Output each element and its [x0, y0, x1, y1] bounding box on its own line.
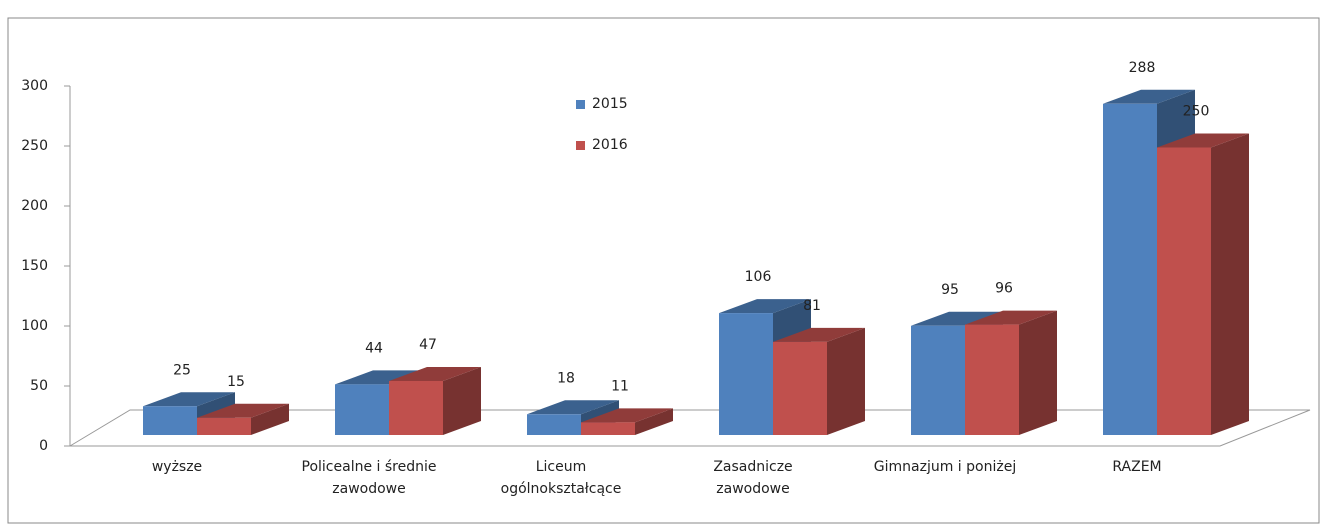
bar-side: [635, 408, 673, 435]
bar-top: [773, 327, 865, 342]
x-tick-label: Zasadnicze zawodowe: [713, 459, 792, 497]
bar-front: [719, 313, 773, 435]
y-tick-label: 200: [21, 198, 48, 214]
bar-side: [1019, 310, 1057, 435]
bar: [581, 408, 673, 435]
bar-top: [389, 366, 481, 381]
x-tick-label-line: zawodowe: [716, 481, 789, 497]
bar-top: [335, 370, 427, 385]
chart-border: [7, 17, 1320, 524]
bar-top: [197, 403, 289, 418]
bar-front: [197, 417, 251, 435]
x-tick-label-line: Policealne i średnie: [302, 459, 437, 475]
y-tick-label: 300: [21, 78, 48, 94]
legend-label: 2016: [592, 137, 628, 153]
bar-side: [251, 403, 289, 435]
value-label: 250: [1183, 104, 1210, 120]
x-tick-label-line: ogólnokształcące: [501, 481, 622, 497]
value-label: 25: [173, 362, 191, 378]
x-tick-label-line: zawodowe: [332, 481, 405, 497]
bar-side: [443, 366, 481, 435]
x-tick-label: RAZEM: [1112, 459, 1161, 475]
bar-top: [965, 310, 1057, 325]
bar-front: [527, 414, 581, 435]
bar: [197, 403, 289, 435]
y-tick-label: 250: [21, 138, 48, 154]
bar: [1157, 133, 1249, 435]
y-tick-label: 100: [21, 318, 48, 334]
x-tick-label-line: Zasadnicze: [713, 459, 792, 475]
bar-front: [965, 324, 1019, 435]
bar-side: [827, 327, 865, 435]
x-tick-label: Gimnazjum i poniżej: [874, 459, 1016, 475]
value-label: 96: [995, 281, 1013, 297]
bar-front: [1103, 103, 1157, 436]
y-tick-label: 0: [39, 438, 48, 454]
bar: [389, 366, 481, 435]
bar-front: [773, 341, 827, 435]
value-label: 106: [745, 269, 772, 285]
x-tick-label: Liceum ogólnokształcące: [501, 459, 622, 497]
bar-front: [581, 422, 635, 435]
legend-label: 2015: [592, 96, 628, 112]
x-tick-label-line: Liceum: [536, 459, 587, 475]
value-label: 11: [611, 378, 629, 394]
bar-top: [143, 392, 235, 407]
value-label: 47: [419, 337, 437, 353]
floor: [68, 409, 1311, 447]
bar-top: [1103, 89, 1195, 104]
bar: [965, 310, 1057, 435]
bar-top: [1157, 133, 1249, 148]
bar-top: [911, 311, 1003, 326]
x-tick-label: wyższe: [152, 459, 202, 475]
value-label: 81: [803, 298, 821, 314]
bar-front: [389, 380, 443, 435]
bar-top: [527, 400, 619, 415]
bar-front: [1157, 147, 1211, 435]
bar-front: [143, 406, 197, 435]
value-label: 18: [557, 370, 575, 386]
bar-front: [335, 384, 389, 435]
bar-top: [719, 299, 811, 314]
bar-front: [911, 325, 965, 435]
bar: [773, 327, 865, 435]
bar-side: [1211, 133, 1249, 435]
legend-swatch: [576, 100, 585, 109]
y-tick-label: 50: [30, 378, 48, 394]
x-tick-label: Policealne i średnie zawodowe: [302, 459, 437, 497]
value-label: 95: [941, 282, 959, 298]
value-label: 15: [227, 374, 245, 390]
legend-swatch: [576, 141, 585, 150]
value-label: 288: [1129, 60, 1156, 76]
y-tick-label: 150: [21, 258, 48, 274]
value-label: 44: [365, 340, 383, 356]
bar-top: [581, 408, 673, 423]
